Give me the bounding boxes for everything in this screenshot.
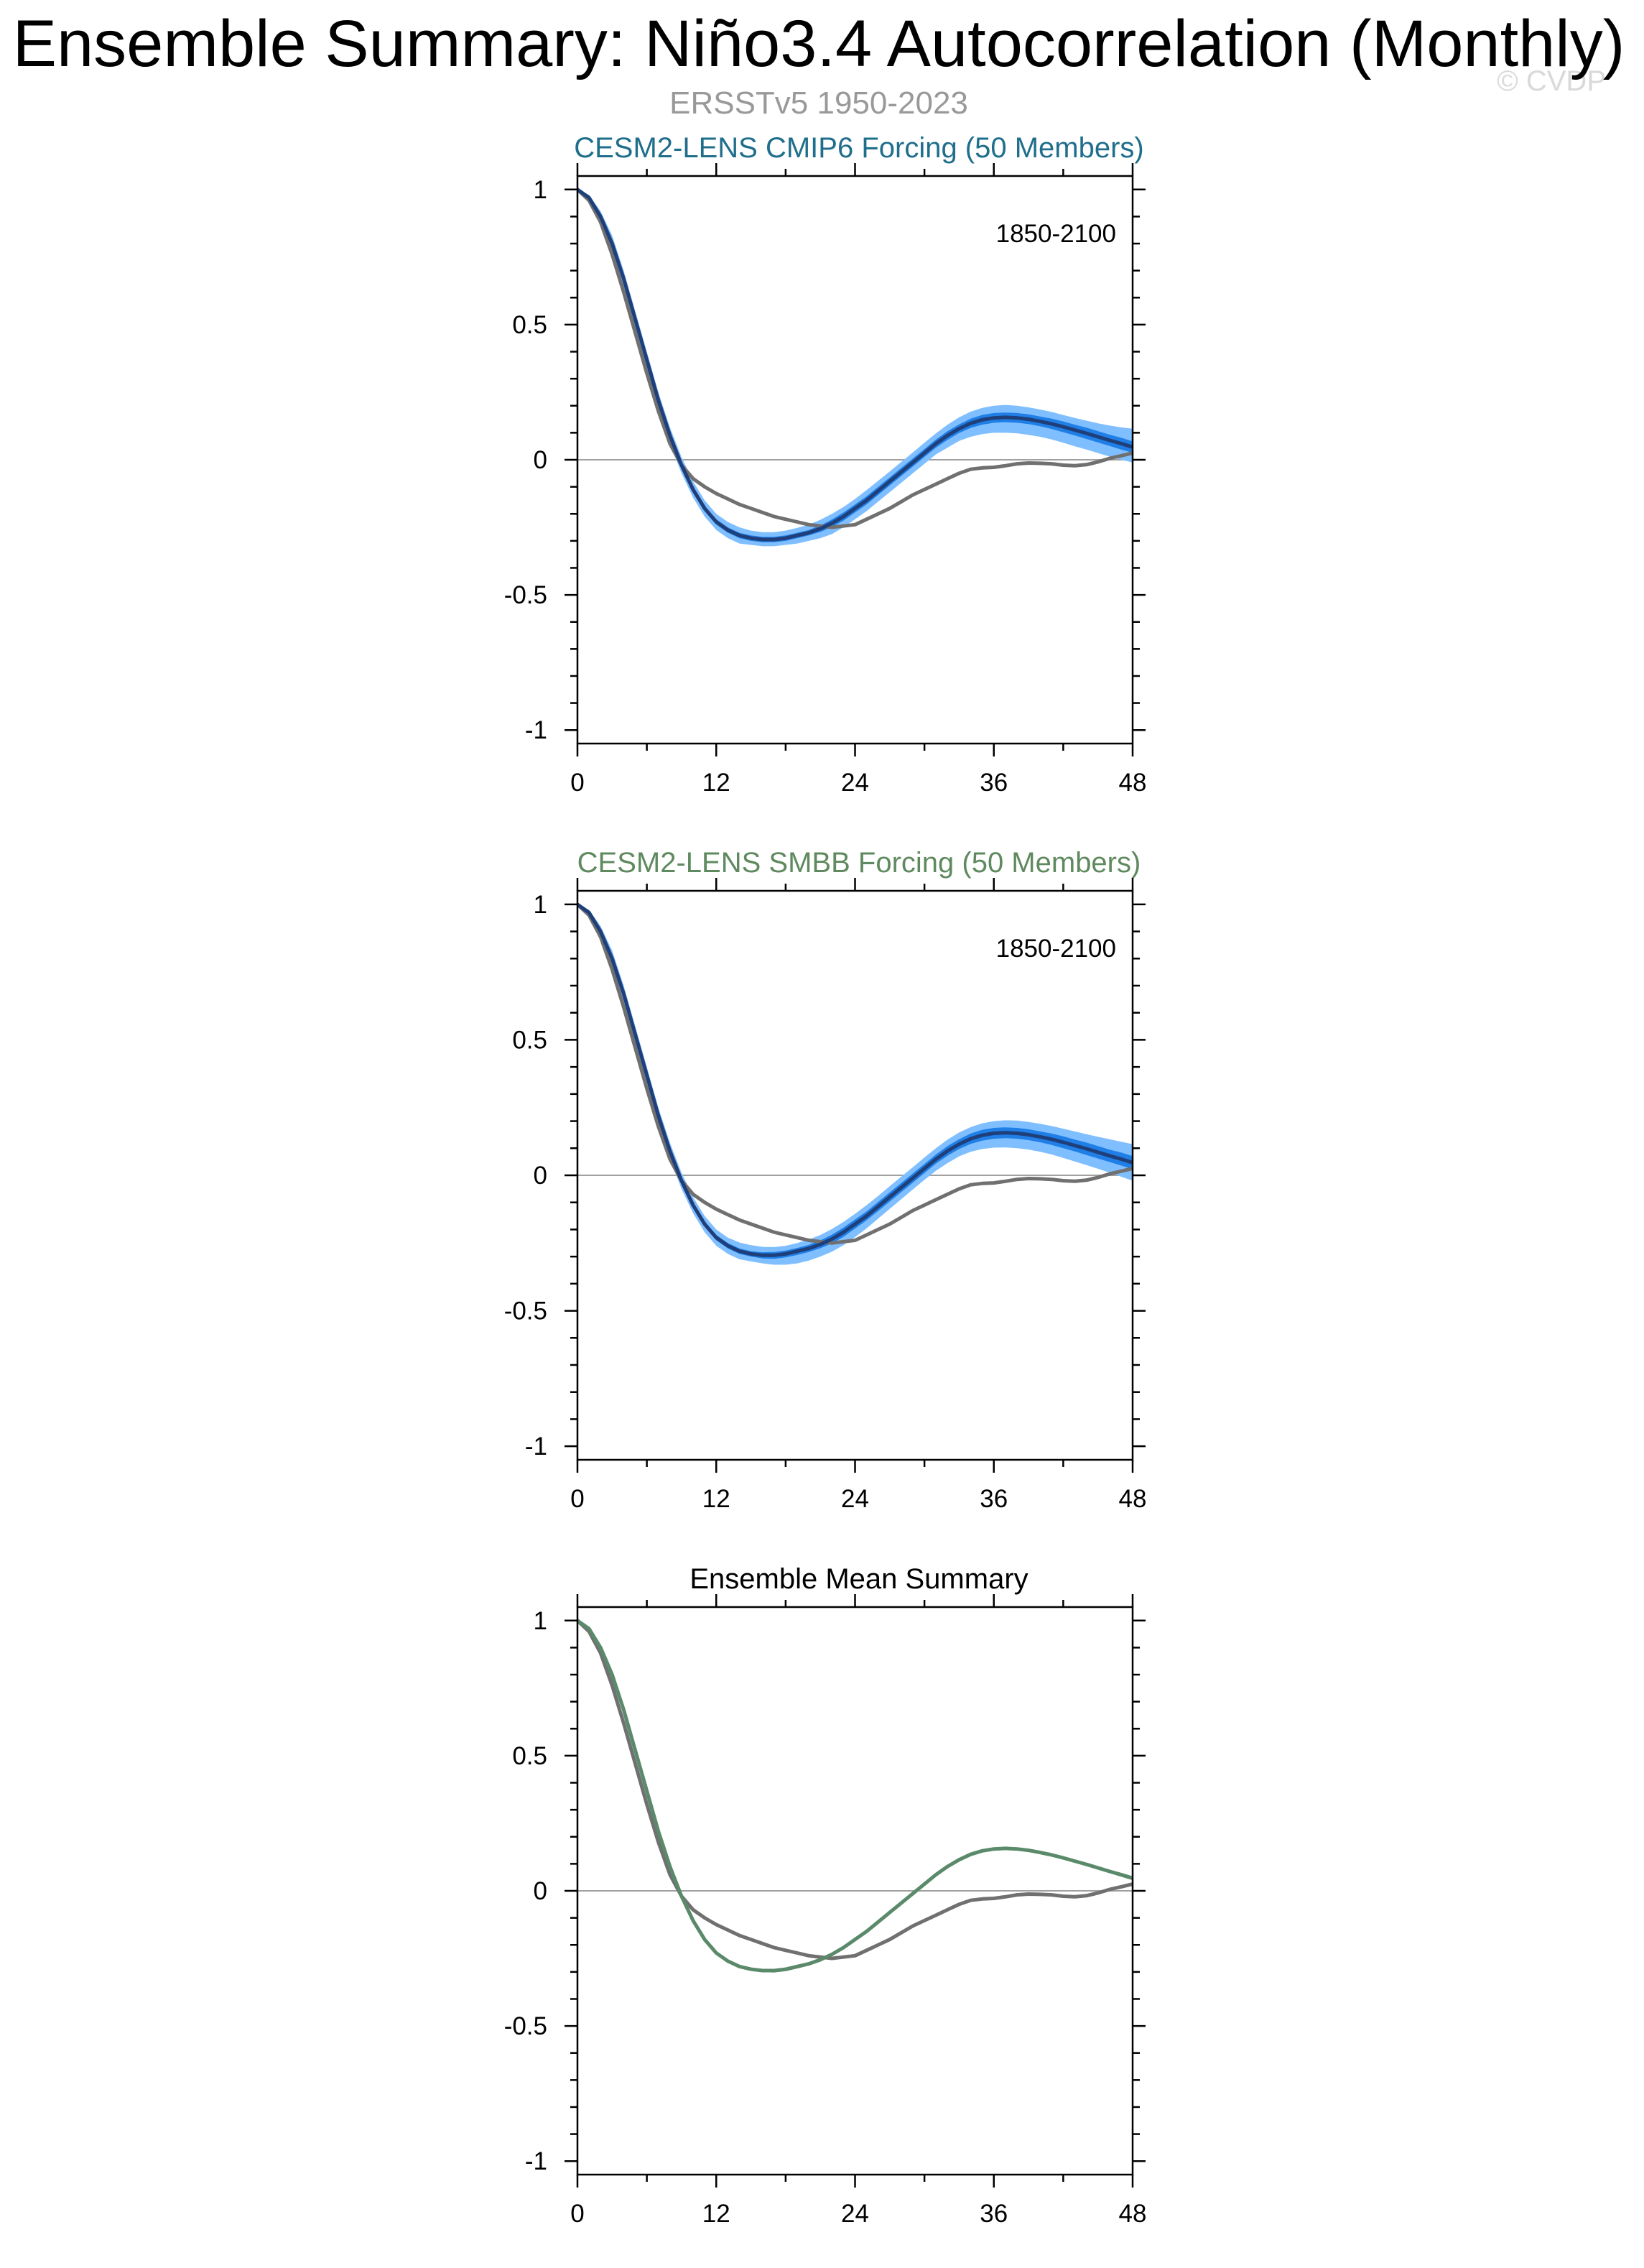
- x-tick-label: 12: [702, 1485, 730, 1513]
- y-tick-label: -1: [525, 1432, 547, 1461]
- x-tick-label: 24: [841, 2200, 869, 2228]
- panel-title-smbb: CESM2-LENS SMBB Forcing (50 Members): [577, 847, 1141, 879]
- x-tick-label: 36: [980, 2200, 1008, 2228]
- x-tick-label: 12: [702, 769, 730, 797]
- panel-title-cmip6: CESM2-LENS CMIP6 Forcing (50 Members): [574, 132, 1144, 164]
- x-tick-label: 48: [1119, 2200, 1147, 2228]
- x-tick-label: 0: [570, 1485, 584, 1513]
- x-tick-label: 36: [980, 769, 1008, 797]
- x-tick-label: 48: [1119, 1485, 1147, 1513]
- plot-data-summary: [577, 1619, 1133, 1973]
- y-tick-label: -0.5: [504, 1297, 547, 1325]
- ensemble-mean-line: [577, 902, 1133, 1257]
- y-tick-label: 0: [534, 1162, 547, 1190]
- panel-annotation-smbb: 1850-2100: [996, 935, 1116, 963]
- x-tick-label: 36: [980, 1485, 1008, 1513]
- y-tick-label: 1: [534, 176, 547, 204]
- panel-annotation-cmip6: 1850-2100: [996, 220, 1116, 248]
- obs-line: [577, 1619, 1133, 1961]
- y-tick-label: 0.5: [512, 1026, 547, 1054]
- y-tick-label: 0: [534, 446, 547, 474]
- ensemble-mean-line: [577, 188, 1133, 542]
- obs-line: [577, 903, 1133, 1245]
- panel-title-summary: Ensemble Mean Summary: [689, 1563, 1028, 1595]
- x-tick-label: 12: [702, 2200, 730, 2228]
- x-tick-label: 48: [1119, 769, 1147, 797]
- y-tick-label: -1: [525, 2147, 547, 2175]
- axis-ticks-summary: [565, 1594, 1146, 2188]
- y-tick-label: -0.5: [504, 581, 547, 609]
- panel-summary: Ensemble Mean Summary 0 12 24 36 48 -1 -0.5 0 0.…: [504, 1563, 1147, 2228]
- figure-title: Ensemble Summary: Niño3.4 Autocorrelatio…: [13, 7, 1625, 80]
- plot-data-cmip6: [577, 188, 1133, 547]
- axis-ticks-cmip6: [565, 163, 1146, 756]
- y-tick-label: 1: [534, 1607, 547, 1635]
- figure-subtitle: ERSSTv5 1950-2023: [669, 85, 968, 121]
- axis-ticks-smbb: [565, 878, 1146, 1473]
- x-tick-label: 0: [570, 769, 584, 797]
- watermark: © CVDP: [1497, 65, 1606, 97]
- y-tick-label: 1: [534, 891, 547, 919]
- y-tick-label: 0: [534, 1877, 547, 1905]
- plot-data-smbb: [577, 902, 1133, 1265]
- y-tick-label: -1: [525, 716, 547, 744]
- y-tick-label: -0.5: [504, 2012, 547, 2040]
- panel-smbb: CESM2-LENS SMBB Forcing (50 Members) 185…: [504, 847, 1147, 1513]
- x-tick-label: 24: [841, 769, 869, 797]
- smbb-mean-line: [577, 1619, 1133, 1973]
- x-tick-label: 24: [841, 1485, 869, 1513]
- y-tick-label: 0.5: [512, 311, 547, 339]
- y-tick-label: 0.5: [512, 1742, 547, 1770]
- x-tick-label: 0: [570, 2200, 584, 2228]
- obs-line: [577, 188, 1133, 529]
- panel-cmip6: CESM2-LENS CMIP6 Forcing (50 Members) 18…: [504, 132, 1147, 797]
